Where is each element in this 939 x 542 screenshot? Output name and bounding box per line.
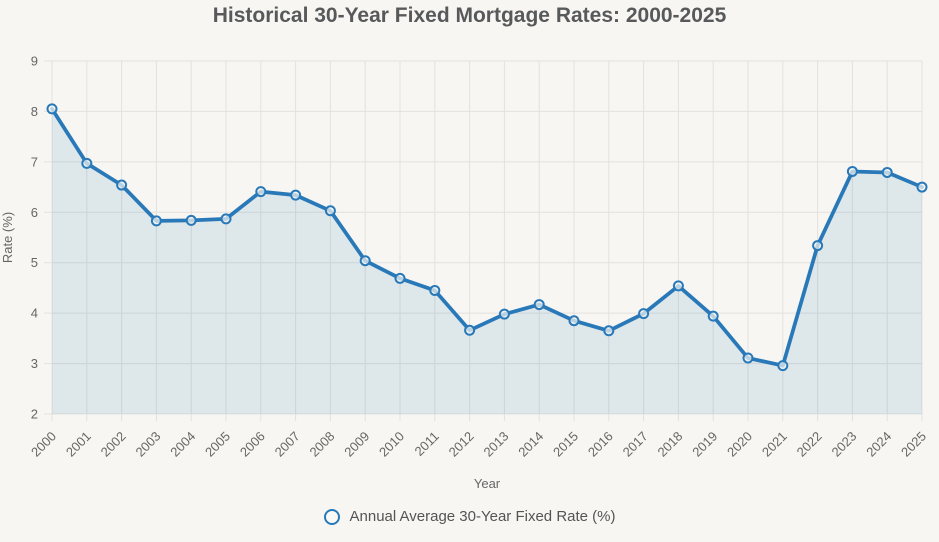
data-point-2015[interactable] (568, 315, 580, 327)
legend-open-circle-icon (323, 508, 340, 525)
x-tick-label: 2023 (828, 429, 859, 460)
x-tick-label: 2004 (167, 429, 198, 460)
y-axis-tick-labels: 2 3 4 5 6 7 8 9 (31, 54, 38, 422)
x-tick-label: 2001 (63, 429, 94, 460)
x-tick-label: 2007 (272, 429, 303, 460)
data-point-2006[interactable] (255, 186, 267, 198)
data-point-2022[interactable] (812, 240, 824, 252)
x-tick-label: 2018 (654, 429, 685, 460)
x-tick-label: 2010 (376, 429, 407, 460)
data-point-2012[interactable] (464, 324, 476, 336)
x-tick-label: 2006 (237, 429, 268, 460)
x-tick-label: 2008 (306, 429, 337, 460)
x-tick-label: 2005 (202, 429, 233, 460)
data-point-2013[interactable] (498, 308, 510, 320)
legend[interactable]: Annual Average 30-Year Fixed Rate (%) (0, 508, 939, 525)
data-point-2024[interactable] (881, 166, 893, 178)
data-point-2010[interactable] (394, 272, 406, 284)
data-point-2005[interactable] (220, 213, 232, 225)
data-point-2025[interactable] (916, 181, 928, 193)
y-tick-label: 8 (31, 104, 38, 119)
y-tick-label: 7 (31, 154, 38, 169)
x-tick-label: 2009 (341, 429, 372, 460)
data-point-2023[interactable] (846, 165, 858, 177)
data-points (46, 103, 928, 372)
series-line (50, 107, 924, 368)
x-axis-title: Year (474, 476, 501, 491)
x-tick-label: 2000 (28, 429, 59, 460)
x-tick-label: 2024 (863, 429, 894, 460)
gridlines (44, 60, 923, 421)
x-tick-label: 2016 (585, 429, 616, 460)
data-point-2018[interactable] (672, 280, 684, 292)
x-tick-label: 2021 (759, 429, 790, 460)
x-axis-tick-labels: 2000 2001 2002 2003 2004 2005 2006 2007 2008 2009… (28, 429, 929, 460)
data-point-2008[interactable] (324, 205, 336, 217)
legend-label: Annual Average 30-Year Fixed Rate (%) (349, 508, 616, 525)
x-tick-label: 2019 (689, 429, 720, 460)
data-point-2017[interactable] (638, 308, 650, 320)
data-point-2014[interactable] (533, 299, 545, 311)
x-tick-label: 2015 (550, 429, 581, 460)
data-point-2003[interactable] (150, 215, 162, 227)
data-point-2002[interactable] (116, 179, 128, 191)
y-tick-label: 3 (31, 356, 38, 371)
series-area-fill (52, 108, 922, 415)
data-point-2019[interactable] (707, 310, 719, 322)
x-tick-label: 2003 (132, 429, 163, 460)
data-point-2000[interactable] (46, 103, 58, 115)
data-point-2007[interactable] (290, 189, 302, 201)
x-tick-label: 2012 (446, 429, 477, 460)
y-tick-label: 9 (31, 54, 38, 69)
x-tick-label: 2014 (515, 429, 546, 460)
data-point-2020[interactable] (742, 352, 754, 364)
data-point-2004[interactable] (185, 214, 197, 226)
mortgage-rates-line-chart: 2 3 4 5 6 7 8 9 2000 2001 2002 2003 2004 2005 2006 2007… (0, 54, 929, 492)
y-tick-label: 6 (31, 205, 38, 220)
data-point-2021[interactable] (777, 360, 789, 372)
y-tick-label: 5 (31, 255, 38, 270)
chart-title: Historical 30-Year Fixed Mortgage Rates:… (212, 4, 727, 27)
x-tick-label: 2020 (724, 429, 755, 460)
data-point-2011[interactable] (429, 284, 441, 296)
x-tick-label: 2013 (480, 429, 511, 460)
y-axis-title: Rate (%) (0, 212, 15, 263)
x-tick-label: 2002 (98, 429, 129, 460)
x-tick-label: 2017 (620, 429, 651, 460)
data-point-2009[interactable] (359, 255, 371, 267)
y-tick-label: 2 (31, 407, 38, 422)
x-tick-label: 2011 (412, 429, 442, 459)
data-point-2001[interactable] (81, 157, 93, 169)
x-tick-label: 2025 (898, 429, 929, 460)
x-tick-label: 2022 (794, 429, 825, 460)
data-point-2016[interactable] (603, 325, 615, 337)
y-tick-label: 4 (31, 306, 38, 321)
